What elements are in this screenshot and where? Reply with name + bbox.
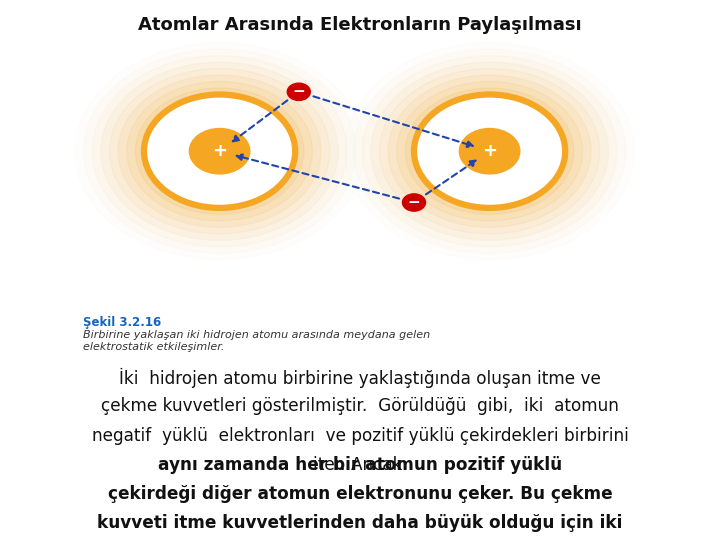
Circle shape: [402, 194, 426, 211]
Text: İki  hidrojen atomu birbirine yaklaştığında oluşan itme ve: İki hidrojen atomu birbirine yaklaştığın…: [119, 368, 601, 388]
Text: aynı zamanda her bir atomun pozitif yüklü: aynı zamanda her bir atomun pozitif yükl…: [158, 456, 562, 474]
Circle shape: [287, 83, 310, 100]
Text: Atomlar Arasında Elektronların Paylaşılması: Atomlar Arasında Elektronların Paylaşılm…: [138, 16, 582, 34]
Circle shape: [189, 129, 250, 174]
Circle shape: [135, 88, 304, 214]
Circle shape: [397, 82, 582, 221]
Text: −: −: [408, 195, 420, 210]
Circle shape: [109, 69, 330, 234]
Text: Birbirine yaklaşan iki hidrojen atomu arasında meydana gelen
elektrostatik etkil: Birbirine yaklaşan iki hidrojen atomu ar…: [83, 330, 430, 352]
Text: çekme kuvvetleri gösterilmiştir.  Görüldüğü  gibi,  iki  atomun: çekme kuvvetleri gösterilmiştir. Görüldü…: [101, 397, 619, 415]
Text: kuvveti itme kuvvetlerinden daha büyük olduğu için iki: kuvveti itme kuvvetlerinden daha büyük o…: [97, 514, 623, 532]
Text: çekirdeği diğer atomun elektronunu çeker. Bu çekme: çekirdeği diğer atomun elektronunu çeker…: [108, 485, 612, 503]
Circle shape: [101, 62, 338, 240]
Circle shape: [416, 96, 563, 206]
Text: +: +: [212, 142, 227, 160]
Circle shape: [459, 129, 520, 174]
Circle shape: [127, 82, 312, 221]
Text: −: −: [292, 84, 305, 99]
Circle shape: [118, 75, 321, 227]
Text: Şekil 3.2.16: Şekil 3.2.16: [83, 316, 161, 329]
Circle shape: [388, 75, 591, 227]
Circle shape: [379, 69, 600, 234]
Text: negatif  yüklü  elektronları  ve pozitif yüklü çekirdekleri birbirini: negatif yüklü elektronları ve pozitif yü…: [91, 427, 629, 444]
Circle shape: [371, 62, 608, 240]
Text: +: +: [482, 142, 497, 160]
Circle shape: [146, 96, 293, 206]
Text: iter. Ancak: iter. Ancak: [312, 456, 408, 474]
Circle shape: [405, 88, 574, 214]
